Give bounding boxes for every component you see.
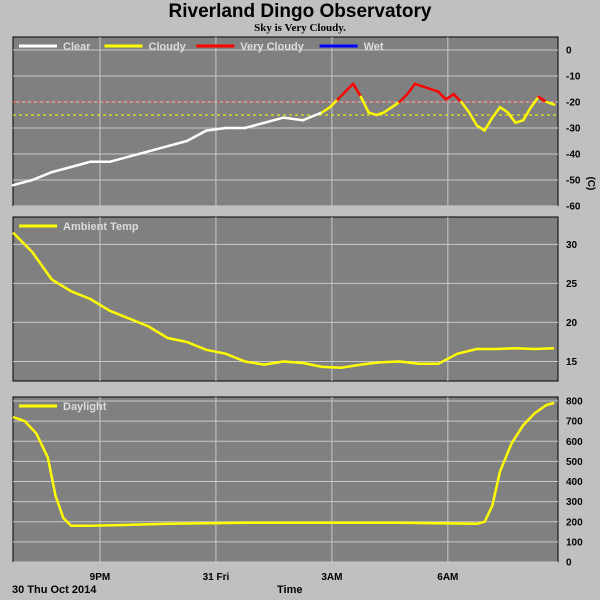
series-segment	[514, 118, 525, 125]
series-segment	[452, 92, 463, 104]
series-segment	[529, 95, 540, 109]
series-segment	[537, 95, 548, 104]
series-line	[12, 231, 555, 369]
series-segment	[475, 124, 486, 132]
y-tick-label: 500	[566, 457, 583, 468]
series-segment	[498, 105, 510, 114]
legend-label: Clear	[63, 41, 91, 53]
series-line	[12, 401, 555, 528]
y-axis-label: (C)	[585, 177, 596, 191]
series-segment	[262, 116, 285, 125]
y-tick-label: -40	[566, 150, 581, 161]
y-tick-label: 0	[566, 558, 572, 569]
plot-area-3	[12, 396, 559, 563]
series-segment	[344, 82, 355, 93]
y-tick-label: -20	[566, 98, 581, 109]
series-segment	[429, 87, 440, 93]
x-tick-label: 6AM	[437, 572, 458, 583]
series-segment	[31, 170, 53, 182]
series-segment	[460, 100, 471, 114]
series-segment	[421, 85, 432, 91]
y-tick-label: -10	[566, 72, 581, 83]
x-axis-title: Time	[277, 584, 303, 596]
series-segment	[467, 111, 479, 127]
y-tick-label: 300	[566, 497, 583, 508]
x-tick-label: 31 Fri	[203, 572, 230, 583]
series-segment	[398, 92, 409, 104]
series-segment	[545, 100, 556, 106]
y-tick-label: -60	[566, 202, 581, 213]
y-tick-label: 200	[566, 517, 583, 528]
series-segment	[521, 105, 533, 122]
y-tick-label: 100	[566, 537, 583, 548]
y-tick-label: 25	[566, 279, 578, 290]
legend-label: Cloudy	[149, 41, 187, 53]
y-tick-label: 600	[566, 437, 583, 448]
series-segment	[436, 90, 448, 101]
series-segment	[367, 111, 378, 117]
series-segment	[328, 98, 339, 109]
series-segment	[382, 105, 394, 114]
series-segment	[11, 178, 34, 187]
series-segment	[320, 105, 332, 114]
series-segment	[147, 144, 169, 153]
series-segment	[166, 139, 189, 148]
series-segment	[185, 129, 208, 143]
legend-label: Ambient Temp	[63, 221, 139, 233]
series-segment	[282, 116, 305, 122]
series-segment	[50, 165, 73, 174]
legend-label: Very Cloudy	[240, 41, 304, 53]
y-tick-label: 15	[566, 357, 578, 368]
y-tick-label: 0	[566, 46, 572, 57]
sky-status: Sky is Very Cloudy.	[254, 22, 346, 34]
series-segment	[108, 155, 131, 164]
date-label: 30 Thu Oct 2014	[12, 584, 97, 596]
y-tick-label: 30	[566, 240, 578, 251]
series-segment	[127, 150, 150, 158]
y-tick-label: -30	[566, 124, 581, 135]
page-title: Riverland Dingo Observatory	[168, 1, 432, 22]
series-segment	[483, 116, 494, 132]
series-segment	[69, 160, 92, 169]
legend-label: Wet	[364, 41, 384, 53]
series-segment	[205, 126, 227, 132]
series-segment	[390, 100, 401, 109]
series-segment	[375, 111, 386, 117]
x-tick-label: 3AM	[321, 572, 342, 583]
y-tick-label: 700	[566, 417, 583, 428]
series-segment	[506, 111, 517, 125]
series-segment	[413, 82, 424, 88]
y-tick-label: 20	[566, 318, 578, 329]
series-segment	[406, 82, 417, 96]
plot-area-2	[12, 216, 559, 382]
legend-label: Daylight	[63, 401, 107, 413]
series-segment	[359, 95, 370, 114]
series-segment	[491, 105, 502, 119]
series-segment	[301, 111, 324, 122]
series-segment	[243, 121, 266, 130]
series-segment	[351, 82, 363, 99]
y-tick-label: 800	[566, 397, 583, 408]
series-segment	[336, 90, 347, 101]
plot-area-1	[12, 36, 559, 207]
x-tick-label: 9PM	[90, 572, 111, 583]
y-tick-label: -50	[566, 176, 581, 187]
y-tick-label: 400	[566, 477, 583, 488]
series-segment	[444, 92, 455, 101]
